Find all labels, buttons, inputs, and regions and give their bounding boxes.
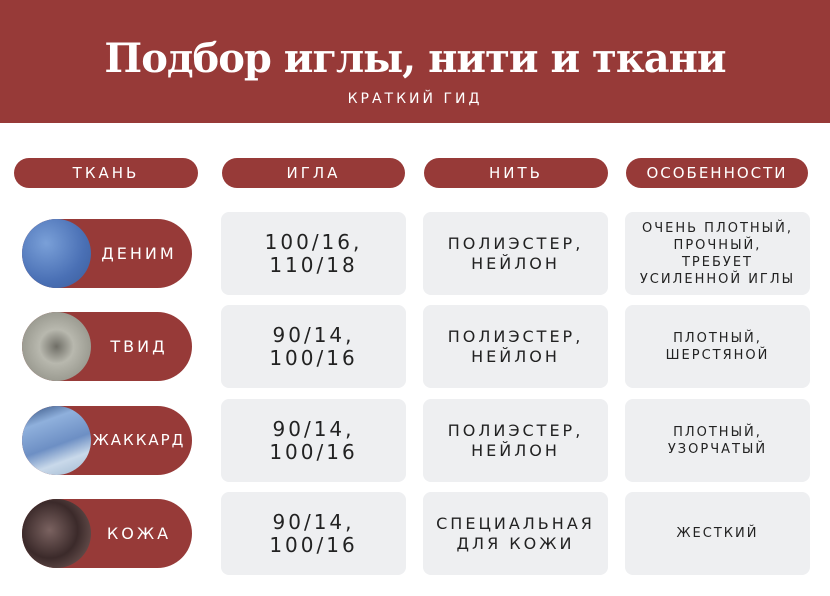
- leather-swatch-icon: [22, 499, 91, 568]
- column-header-features: ОСОБЕННОСТИ: [626, 158, 808, 188]
- needle-cell: 100/16, 110/18: [221, 212, 406, 295]
- column-header-thread: НИТЬ: [424, 158, 608, 188]
- fabric-label: ТВИД: [110, 337, 168, 356]
- features-cell: ПЛОТНЫЙ, ШЕРСТЯНОЙ: [625, 305, 810, 388]
- fabric-label: ЖАККАРД: [92, 431, 186, 449]
- needle-cell: 90/14, 100/16: [221, 492, 406, 575]
- features-cell: ОЧЕНЬ ПЛОТНЫЙ, ПРОЧНЫЙ, ТРЕБУЕТ УСИЛЕННО…: [625, 212, 810, 295]
- column-header-needle: ИГЛА: [222, 158, 405, 188]
- thread-cell: ПОЛИЭСТЕР, НЕЙЛОН: [423, 305, 608, 388]
- fabric-pill-denim: ДЕНИМ: [22, 219, 192, 288]
- fabric-pill-leather: КОЖА: [22, 499, 192, 568]
- fabric-label: ДЕНИМ: [101, 244, 177, 263]
- page-subtitle: КРАТКИЙ ГИД: [347, 91, 483, 107]
- thread-cell: ПОЛИЭСТЕР, НЕЙЛОН: [423, 399, 608, 482]
- fabric-label: КОЖА: [106, 524, 172, 543]
- column-header-fabric: ТКАНЬ: [14, 158, 198, 188]
- features-cell: ПЛОТНЫЙ, УЗОРЧАТЫЙ: [625, 399, 810, 482]
- page-title: Подбор иглы, нити и ткани: [104, 35, 726, 82]
- tweed-swatch-icon: [22, 312, 91, 381]
- fabric-pill-jacquard: ЖАККАРД: [22, 406, 192, 475]
- thread-cell: СПЕЦИАЛЬНАЯ ДЛЯ КОЖИ: [423, 492, 608, 575]
- header-banner: Подбор иглы, нити и ткани КРАТКИЙ ГИД: [0, 0, 830, 123]
- features-cell: ЖЕСТКИЙ: [625, 492, 810, 575]
- denim-swatch-icon: [22, 219, 91, 288]
- needle-cell: 90/14, 100/16: [221, 399, 406, 482]
- thread-cell: ПОЛИЭСТЕР, НЕЙЛОН: [423, 212, 608, 295]
- needle-cell: 90/14, 100/16: [221, 305, 406, 388]
- fabric-pill-tweed: ТВИД: [22, 312, 192, 381]
- jacquard-swatch-icon: [22, 406, 91, 475]
